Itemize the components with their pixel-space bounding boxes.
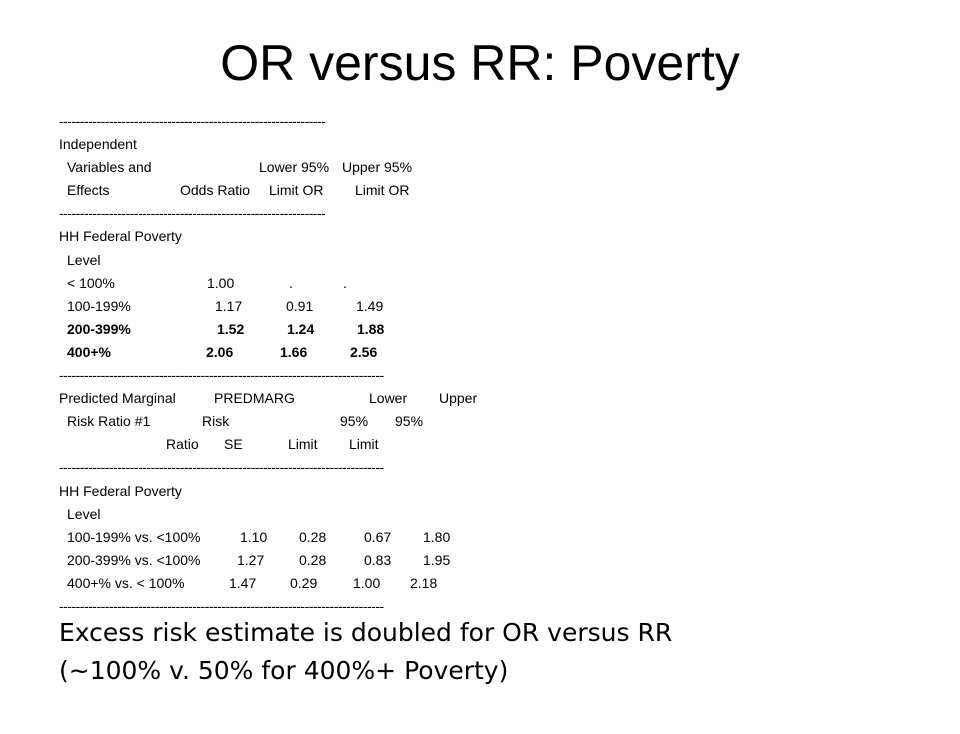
conclusion-line-1: Excess risk estimate is doubled for OR v… — [59, 618, 673, 647]
risk-ratio-cell: 1.10 — [240, 528, 268, 545]
header-cell: PREDMARG — [214, 390, 295, 407]
rr-group-sub: Level — [59, 503, 384, 526]
sudaan-output: ----------------------------------------… — [59, 110, 477, 618]
row-label: < 100% — [67, 274, 115, 291]
odds-ratio-cell: 1.00 — [207, 274, 235, 291]
header-cell: Predicted Marginal — [59, 390, 176, 407]
group-label: HH Federal Poverty — [59, 482, 182, 499]
or-group-sub: Level — [59, 249, 384, 272]
header-cell: Limit OR — [355, 182, 410, 199]
risk-ratio-cell: 1.27 — [237, 551, 265, 568]
header-cell: Limit — [349, 436, 379, 453]
odds-ratio-cell: 2.06 — [206, 343, 234, 360]
upper-limit-cell: 1.95 — [423, 551, 451, 568]
or-header-row2: Variables and Lower 95% Upper 95% — [59, 156, 412, 179]
table-row: < 100% 1.00 . . — [59, 272, 384, 295]
row-label: 200-399% — [67, 320, 131, 337]
row-label: 100-199% — [67, 297, 131, 314]
group-sub-label: Level — [67, 251, 101, 268]
header-cell: Effects — [67, 182, 110, 199]
header-cell: Limit OR — [269, 182, 324, 199]
lower-limit-cell: 0.67 — [364, 528, 392, 545]
header-cell: Upper — [439, 390, 478, 407]
upper-limit-cell: 2.56 — [350, 343, 378, 360]
header-cell: SE — [224, 436, 243, 453]
table-row: 100-199% vs. <100% 1.10 0.28 0.67 1.80 — [59, 526, 450, 549]
rr-header-row3: Ratio SE Limit Limit — [59, 433, 384, 456]
se-cell: 0.28 — [299, 528, 327, 545]
separator-line: ----------------------------------------… — [59, 459, 384, 476]
header-cell: Limit — [288, 436, 318, 453]
rr-header-row2: Risk Ratio #1 Risk 95% 95% — [59, 410, 423, 433]
separator-line: ----------------------------------------… — [59, 205, 326, 222]
rr-group-label: HH Federal Poverty — [59, 480, 384, 503]
upper-limit-cell: 1.88 — [357, 320, 385, 337]
header-cell: 95% — [395, 413, 424, 430]
separator-line: ----------------------------------------… — [59, 113, 326, 129]
rr-header-row1: Predicted Marginal PREDMARG Lower Upper — [59, 387, 477, 410]
table-row: 400+% 2.06 1.66 2.56 — [59, 341, 384, 364]
upper-limit-cell: . — [343, 274, 347, 291]
lower-limit-cell: 0.83 — [364, 551, 392, 568]
separator-line: ----------------------------------------… — [59, 367, 384, 384]
table-row: 100-199% 1.17 0.91 1.49 — [59, 295, 384, 318]
se-cell: 0.29 — [290, 574, 318, 591]
odds-ratio-cell: 1.17 — [215, 297, 243, 314]
header-cell: Ratio — [166, 436, 199, 453]
upper-limit-cell: 2.18 — [410, 574, 438, 591]
conclusion-text: Excess risk estimate is doubled for OR v… — [59, 614, 672, 690]
header-cell: 95% — [340, 413, 369, 430]
upper-limit-cell: 1.49 — [356, 297, 384, 314]
table-row: 400+% vs. < 100% 1.47 0.29 1.00 2.18 — [59, 572, 437, 595]
lower-limit-cell: 1.66 — [280, 343, 308, 360]
slide-title: OR versus RR: Poverty — [220, 35, 740, 91]
lower-limit-cell: . — [289, 274, 293, 291]
group-label: HH Federal Poverty — [59, 228, 182, 245]
table-row: 200-399% vs. <100% 1.27 0.28 0.83 1.95 — [59, 549, 450, 572]
row-label: 400+% vs. < 100% — [67, 574, 185, 591]
lower-limit-cell: 1.00 — [353, 574, 381, 591]
lower-limit-cell: 1.24 — [287, 320, 315, 337]
header-cell: Lower 95% — [259, 159, 330, 176]
row-label: 400+% — [67, 343, 111, 360]
header-cell: Risk — [202, 413, 230, 430]
or-header-row3: Effects Odds Ratio Limit OR Limit OR — [59, 179, 409, 202]
odds-ratio-cell: 1.52 — [217, 320, 245, 337]
group-sub-label: Level — [67, 505, 101, 522]
header-cell: Variables and — [67, 159, 152, 176]
table-row: 200-399% 1.52 1.24 1.88 — [59, 318, 384, 341]
row-label: 200-399% vs. <100% — [67, 551, 201, 568]
header-cell: Risk Ratio #1 — [67, 413, 151, 430]
header-cell: Odds Ratio — [180, 182, 251, 199]
or-header-row1: Independent — [59, 133, 384, 156]
upper-limit-cell: 1.80 — [423, 528, 451, 545]
header-cell: Lower — [369, 390, 408, 407]
separator-line: ----------------------------------------… — [59, 597, 384, 614]
conclusion-line-2: (~100% v. 50% for 400%+ Poverty) — [59, 656, 509, 685]
header-cell: Upper 95% — [342, 159, 413, 176]
header-cell: Independent — [59, 136, 137, 153]
lower-limit-cell: 0.91 — [286, 297, 314, 314]
risk-ratio-cell: 1.47 — [229, 574, 257, 591]
row-label: 100-199% vs. <100% — [67, 528, 201, 545]
se-cell: 0.28 — [299, 551, 327, 568]
or-group-label: HH Federal Poverty — [59, 225, 384, 248]
